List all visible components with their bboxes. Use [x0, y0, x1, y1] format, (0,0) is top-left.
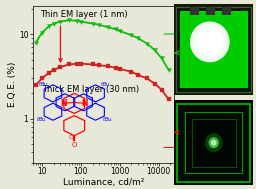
Bar [206, 7, 215, 15]
Text: O: O [72, 142, 77, 148]
Y-axis label: E.Q.E. (%): E.Q.E. (%) [8, 61, 17, 107]
Bar [180, 11, 247, 87]
Ellipse shape [190, 22, 230, 62]
Bar [190, 7, 199, 15]
Text: C: C [68, 135, 72, 140]
Ellipse shape [211, 140, 217, 146]
Ellipse shape [205, 133, 222, 152]
Text: $t$Bu: $t$Bu [100, 80, 111, 88]
Text: Thick EM layer (30 nm): Thick EM layer (30 nm) [42, 85, 139, 94]
Text: N: N [61, 99, 67, 108]
Text: $t$Bu: $t$Bu [36, 115, 46, 123]
Bar [191, 119, 236, 167]
Text: N: N [81, 99, 88, 108]
X-axis label: Luminance, cd/m²: Luminance, cd/m² [63, 178, 144, 187]
Text: Thin EM layer (1 nm): Thin EM layer (1 nm) [40, 9, 128, 19]
Bar [222, 7, 231, 15]
Ellipse shape [209, 137, 219, 148]
Ellipse shape [196, 27, 224, 56]
Text: $t$Bu: $t$Bu [38, 80, 48, 88]
Bar [185, 112, 242, 173]
Text: $t$Bu: $t$Bu [102, 115, 113, 123]
